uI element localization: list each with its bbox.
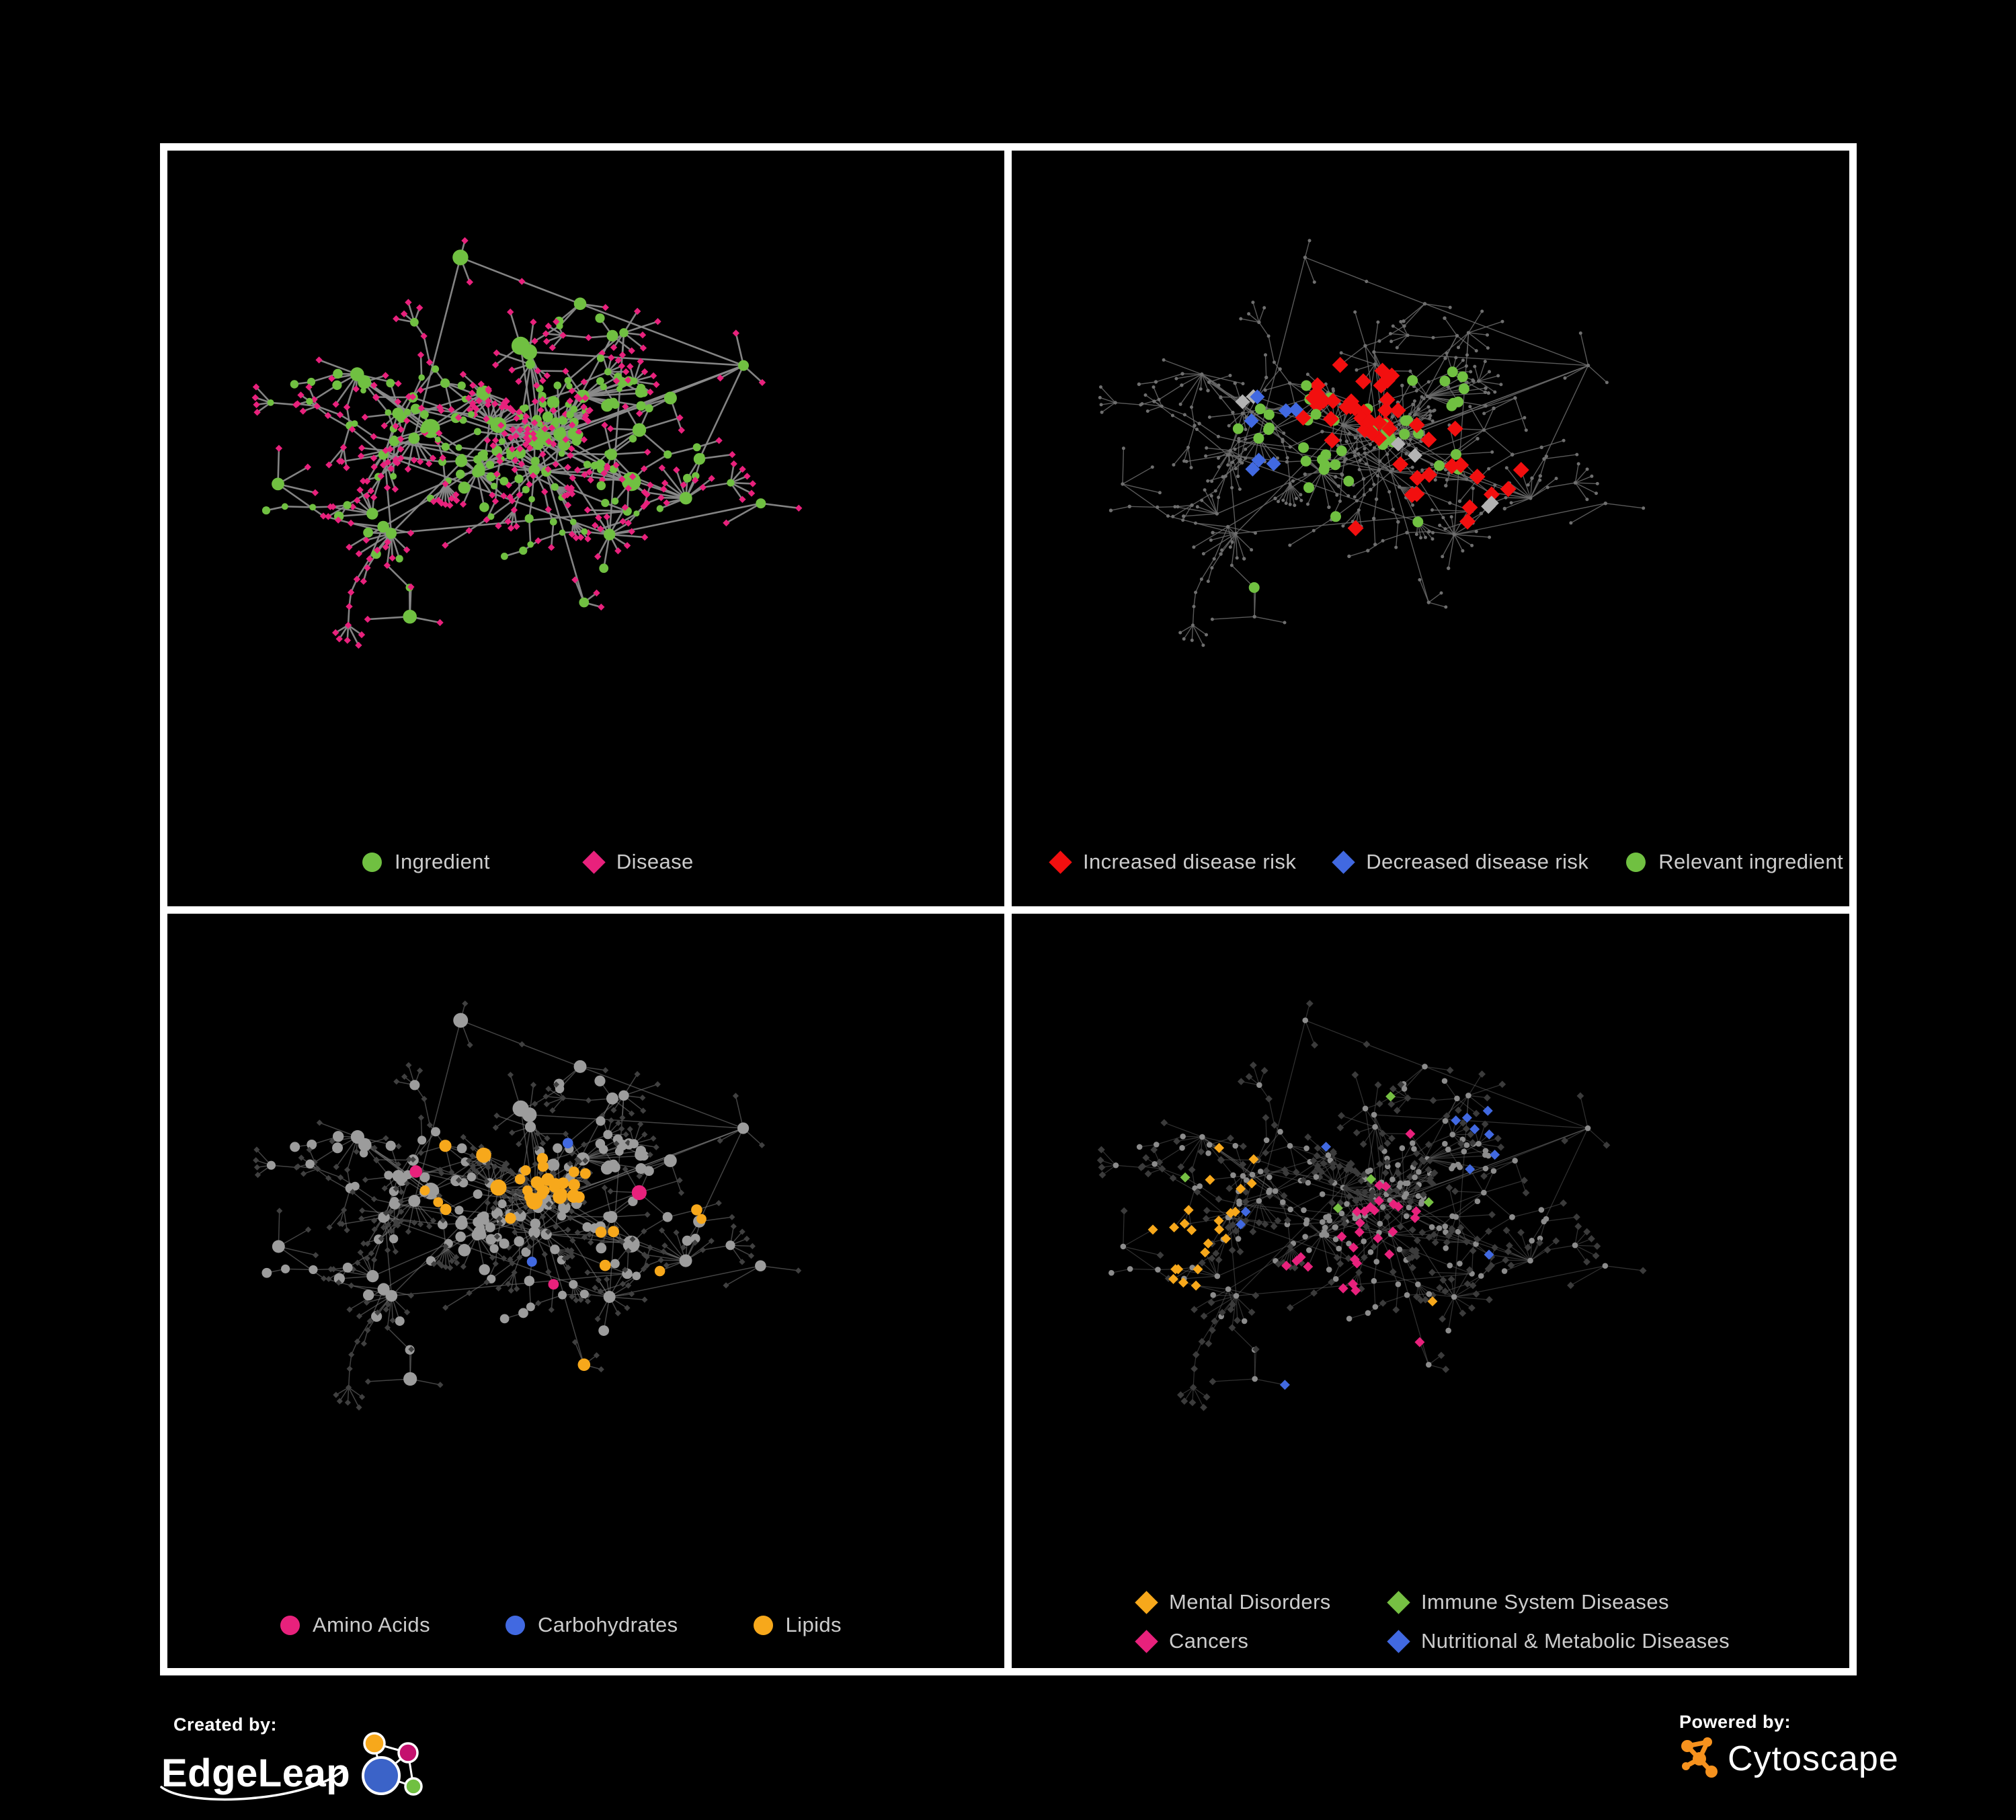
relevant-ingredient-marker-icon bbox=[1626, 852, 1646, 872]
legend-label: Carbohydrates bbox=[537, 1613, 678, 1636]
cytoscape-wordmark: Cytoscape bbox=[1728, 1739, 1899, 1778]
legend-item-carbohydrates: Carbohydrates bbox=[505, 1613, 678, 1637]
network-canvas-nutrient-class bbox=[253, 1000, 802, 1411]
nutritional-metabolic-marker-icon bbox=[1387, 1629, 1410, 1653]
network-base-nodes bbox=[1098, 239, 1646, 647]
legend: Increased disease risk Decreased disease… bbox=[1049, 850, 1843, 874]
panel-disease-category: Mental Disorders Immune System Diseases … bbox=[1012, 914, 1849, 1668]
edgeleap-swoosh-icon bbox=[160, 1767, 347, 1801]
legend-label: Cancers bbox=[1169, 1629, 1249, 1653]
legend-item-ingredient: Ingredient bbox=[362, 850, 490, 874]
edgeleap-wordmark: EdgeLeap bbox=[161, 1751, 351, 1795]
legend-label: Nutritional & Metabolic Diseases bbox=[1421, 1629, 1730, 1653]
legend-item-increased-risk: Increased disease risk bbox=[1049, 850, 1297, 874]
legend-item-cancers: Cancers bbox=[1135, 1629, 1389, 1653]
immune-system-diseases-marker-icon bbox=[1387, 1590, 1410, 1614]
increased-risk-marker-icon bbox=[1049, 850, 1072, 874]
legend: Amino Acids Carbohydrates Lipids bbox=[280, 1613, 842, 1637]
powered-by-label: Powered by: bbox=[1679, 1712, 1791, 1732]
legend-item-lipids: Lipids bbox=[753, 1613, 842, 1637]
created-by-block: Created by: EdgeLeap bbox=[160, 1714, 435, 1812]
legend-item-relevant-ingredient: Relevant ingredient bbox=[1626, 850, 1843, 874]
panel-disease-risk: Increased disease risk Decreased disease… bbox=[1012, 151, 1849, 906]
powered-by-block: Powered by: Cytoscape bbox=[1679, 1712, 1899, 1781]
network-edges bbox=[1100, 240, 1644, 646]
legend-item-decreased-risk: Decreased disease risk bbox=[1332, 850, 1589, 874]
panel-ingredient-disease: Ingredient Disease bbox=[167, 151, 1004, 906]
network-highlight-nodes bbox=[409, 1138, 707, 1372]
legend-label: Disease bbox=[616, 850, 694, 873]
lipids-marker-icon bbox=[753, 1615, 773, 1635]
mental-disorders-marker-icon bbox=[1135, 1590, 1158, 1614]
network-canvas-disease-risk bbox=[1098, 239, 1646, 647]
legend-item-nutritional-metabolic-diseases: Nutritional & Metabolic Diseases bbox=[1387, 1629, 1730, 1653]
legend-item-mental-disorders: Mental Disorders bbox=[1135, 1590, 1389, 1614]
carbohydrates-marker-icon bbox=[505, 1615, 525, 1635]
cancers-marker-icon bbox=[1135, 1629, 1158, 1653]
amino-acids-marker-icon bbox=[280, 1615, 300, 1635]
network-canvas-disease-category bbox=[1096, 1000, 1647, 1411]
decreased-risk-marker-icon bbox=[1332, 850, 1355, 874]
legend-label: Mental Disorders bbox=[1169, 1590, 1331, 1614]
figure-frame: Ingredient Disease Increased disease ris… bbox=[160, 143, 1857, 1675]
legend-item-disease: Disease bbox=[582, 850, 694, 874]
network-base-nodes bbox=[1096, 1000, 1647, 1411]
edgeleap-network-icon bbox=[362, 1732, 423, 1796]
legend-label: Immune System Diseases bbox=[1421, 1590, 1669, 1614]
cytoscape-logo: Cytoscape bbox=[1679, 1737, 1899, 1781]
legend: Ingredient Disease bbox=[362, 850, 694, 874]
legend-label: Ingredient bbox=[395, 850, 490, 873]
edgeleap-logo: EdgeLeap bbox=[161, 1732, 435, 1812]
legend-label: Increased disease risk bbox=[1083, 850, 1297, 873]
network-highlight-nodes bbox=[1232, 356, 1529, 593]
ingredient-marker-icon bbox=[362, 852, 382, 872]
legend-label: Amino Acids bbox=[313, 1613, 430, 1636]
created-by-label: Created by: bbox=[173, 1714, 278, 1735]
network-canvas-ingredient-disease bbox=[251, 237, 803, 649]
legend-label: Relevant ingredient bbox=[1658, 850, 1843, 873]
cytoscape-network-icon bbox=[1681, 1737, 1718, 1778]
legend-item-amino-acids: Amino Acids bbox=[280, 1613, 430, 1637]
legend: Mental Disorders Immune System Diseases … bbox=[1135, 1590, 1730, 1653]
network-base-nodes bbox=[251, 237, 803, 649]
legend-item-immune-system-diseases: Immune System Diseases bbox=[1387, 1590, 1730, 1614]
network-base-nodes bbox=[253, 1000, 802, 1411]
disease-marker-icon bbox=[582, 850, 606, 874]
legend-label: Decreased disease risk bbox=[1366, 850, 1589, 873]
panel-nutrient-class: Amino Acids Carbohydrates Lipids bbox=[167, 914, 1004, 1668]
legend-label: Lipids bbox=[785, 1613, 842, 1636]
